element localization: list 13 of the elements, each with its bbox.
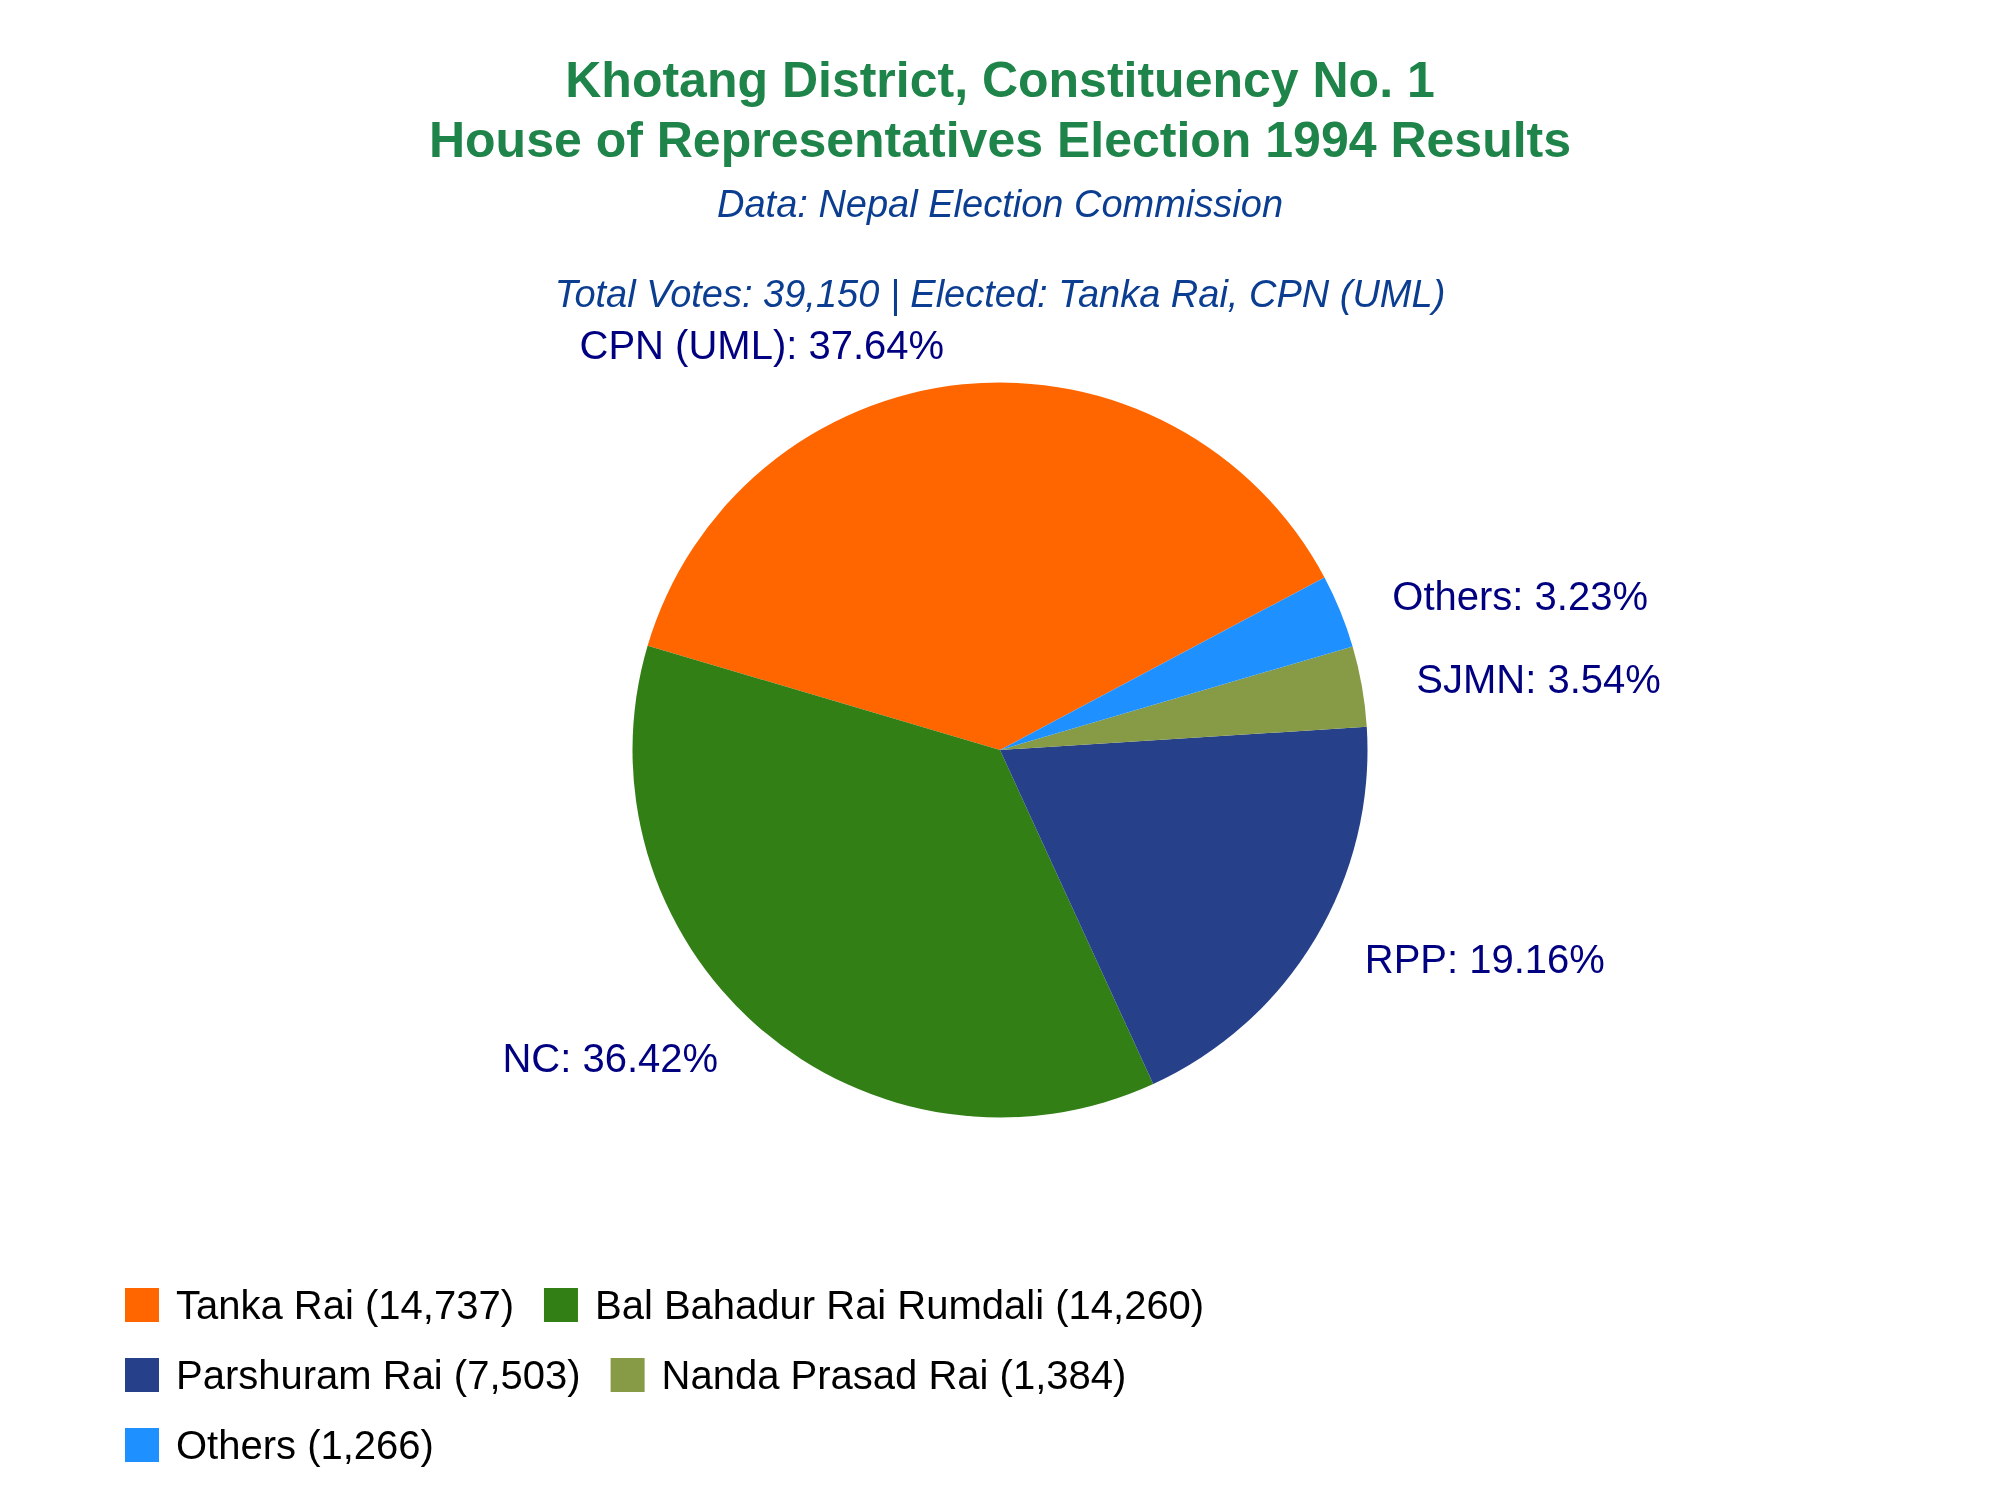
data-label: Others: 3.23% (1392, 574, 1649, 619)
legend-label: Tanka Rai (14,737) (176, 1283, 514, 1327)
data-label: NC: 36.42% (502, 1035, 719, 1080)
data-label: CPN (UML): 37.64% (579, 322, 945, 367)
legend-label: Bal Bahadur Rai Rumdali (14,260) (594, 1283, 1205, 1327)
legend-label: Nanda Prasad Rai (1,384) (661, 1353, 1127, 1397)
chart-subtitle: Data: Nepal Election Commission (716, 183, 1284, 225)
data-label: RPP: 19.16% (1364, 937, 1605, 982)
chart-title: Khotang District, Constituency No. 1 House of Representatives Election 1994 Results (428, 52, 1572, 168)
legend-label: Parshuram Rai (7,503) (176, 1353, 581, 1397)
legend-label: Others (1,266) (176, 1423, 434, 1467)
data-label: SJMN: 3.54% (1416, 657, 1661, 702)
text: Total Votes: 39,150 | Elected: Tanka Rai, CPN (UML) (554, 273, 1446, 316)
